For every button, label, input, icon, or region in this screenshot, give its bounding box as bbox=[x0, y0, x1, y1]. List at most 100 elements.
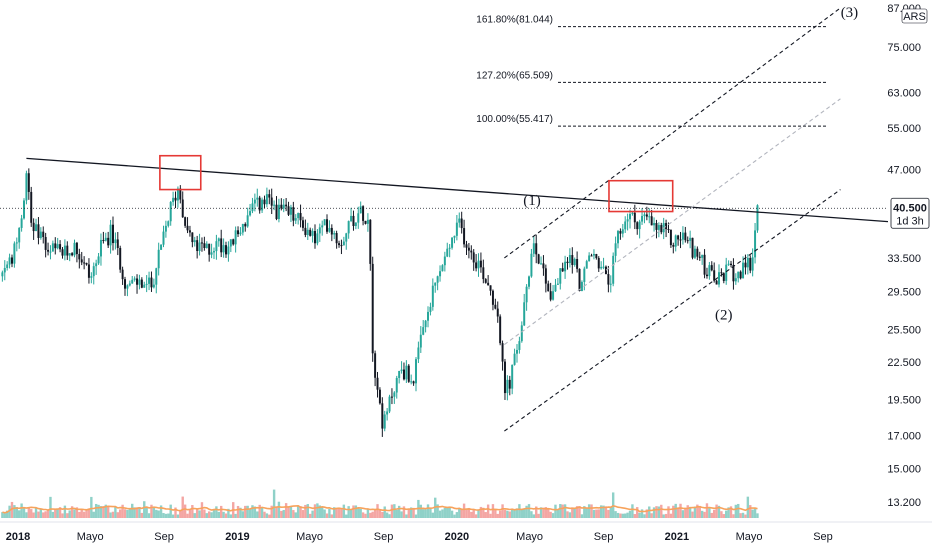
candle bbox=[419, 326, 422, 353]
volume-bar bbox=[720, 511, 723, 518]
volume-bar bbox=[109, 512, 112, 518]
x-tick-label: Sep bbox=[594, 531, 614, 543]
candle bbox=[641, 208, 644, 225]
volume-average-line bbox=[2, 504, 758, 514]
volume-bar bbox=[94, 503, 98, 518]
candle bbox=[301, 216, 304, 232]
candle bbox=[47, 242, 50, 256]
candle bbox=[136, 274, 139, 294]
resistance-trendline[interactable] bbox=[26, 157, 889, 223]
volume-bar bbox=[354, 505, 358, 518]
candle bbox=[328, 220, 331, 233]
candle bbox=[535, 234, 538, 264]
candle bbox=[431, 278, 434, 311]
candle bbox=[427, 306, 430, 328]
volume-bar bbox=[241, 511, 245, 518]
volume-bar bbox=[676, 507, 680, 518]
candlesticks bbox=[1, 168, 759, 437]
volume-bar bbox=[597, 509, 600, 518]
candle bbox=[491, 289, 494, 311]
y-tick-label: 25.500 bbox=[887, 324, 921, 336]
candle bbox=[25, 170, 28, 205]
volume-bar bbox=[679, 503, 682, 518]
volume-bar bbox=[37, 511, 40, 518]
candle bbox=[309, 227, 312, 237]
candle bbox=[619, 228, 622, 240]
channel-lower-line[interactable] bbox=[504, 189, 841, 432]
channel-mid-line[interactable] bbox=[504, 98, 841, 345]
volume-bar bbox=[640, 509, 644, 518]
volume-bar bbox=[229, 514, 233, 518]
candle bbox=[571, 247, 574, 274]
candle bbox=[484, 278, 487, 284]
volume-bar bbox=[638, 512, 641, 518]
candle bbox=[289, 204, 292, 223]
candle bbox=[398, 370, 401, 384]
candle bbox=[270, 188, 273, 215]
candle bbox=[489, 285, 492, 296]
candle bbox=[540, 256, 543, 265]
volume-bar bbox=[296, 505, 300, 518]
volume-bar bbox=[311, 510, 314, 518]
channel-upper-line[interactable] bbox=[504, 7, 841, 259]
candle bbox=[511, 364, 514, 395]
volume-bar bbox=[580, 514, 584, 518]
volume-bar bbox=[506, 510, 509, 518]
candle bbox=[578, 268, 581, 292]
candle bbox=[35, 218, 38, 232]
candle bbox=[390, 388, 393, 405]
volume-bar bbox=[121, 504, 124, 518]
candle bbox=[121, 266, 124, 285]
candle bbox=[414, 357, 417, 392]
volume-bar bbox=[270, 505, 273, 518]
candle bbox=[739, 270, 742, 280]
candle bbox=[253, 193, 256, 212]
candle bbox=[734, 273, 737, 285]
candle bbox=[268, 189, 271, 205]
candle bbox=[638, 219, 641, 239]
highlight-box[interactable] bbox=[159, 154, 202, 191]
candle bbox=[191, 232, 194, 248]
x-tick-label: Sep bbox=[374, 531, 394, 543]
volume-bar bbox=[703, 511, 706, 518]
volume-bar bbox=[340, 508, 343, 518]
volume-bar bbox=[138, 506, 141, 518]
candle bbox=[155, 267, 158, 294]
volume-bar bbox=[756, 513, 759, 518]
candle bbox=[71, 252, 74, 257]
candle bbox=[44, 232, 47, 258]
price-axis[interactable]: 87.00075.00063.00055.00047.00033.50029.5… bbox=[887, 0, 932, 550]
volume-bar bbox=[347, 506, 350, 518]
volume-bar bbox=[200, 502, 204, 518]
volume-bar bbox=[63, 505, 67, 518]
candle bbox=[730, 260, 733, 268]
volume-bar bbox=[287, 507, 290, 518]
candle bbox=[210, 243, 213, 259]
candle bbox=[407, 364, 410, 383]
volume-bar bbox=[438, 510, 442, 518]
volume-bar bbox=[458, 508, 461, 518]
volume-bar bbox=[621, 513, 625, 518]
volume-bar bbox=[566, 511, 569, 518]
candle bbox=[3, 260, 6, 281]
time-axis[interactable]: 2018 Mayo Sep 2019 Mayo Sep 2020 Mayo Sep 2021 May… bbox=[0, 521, 932, 550]
fibonacci-levels: 161.80%(81.044) 127.20%(65.509) 100.00%(55… bbox=[476, 15, 828, 127]
volume-bar bbox=[116, 512, 119, 518]
candle bbox=[751, 248, 754, 277]
candle bbox=[631, 212, 634, 216]
volume-bar bbox=[318, 505, 321, 518]
highlight-box[interactable] bbox=[608, 179, 674, 213]
volume-bar bbox=[486, 504, 490, 518]
volume-bar bbox=[248, 508, 252, 518]
candle bbox=[573, 257, 576, 267]
candle bbox=[294, 214, 297, 224]
volume-bar bbox=[359, 508, 362, 518]
volume-bar bbox=[143, 501, 146, 518]
candle bbox=[222, 238, 225, 258]
volume-bar bbox=[542, 507, 545, 518]
volume-bar bbox=[126, 509, 129, 518]
volume-bar bbox=[152, 506, 156, 518]
volume-bar bbox=[660, 504, 663, 518]
volume-bar bbox=[97, 504, 100, 518]
